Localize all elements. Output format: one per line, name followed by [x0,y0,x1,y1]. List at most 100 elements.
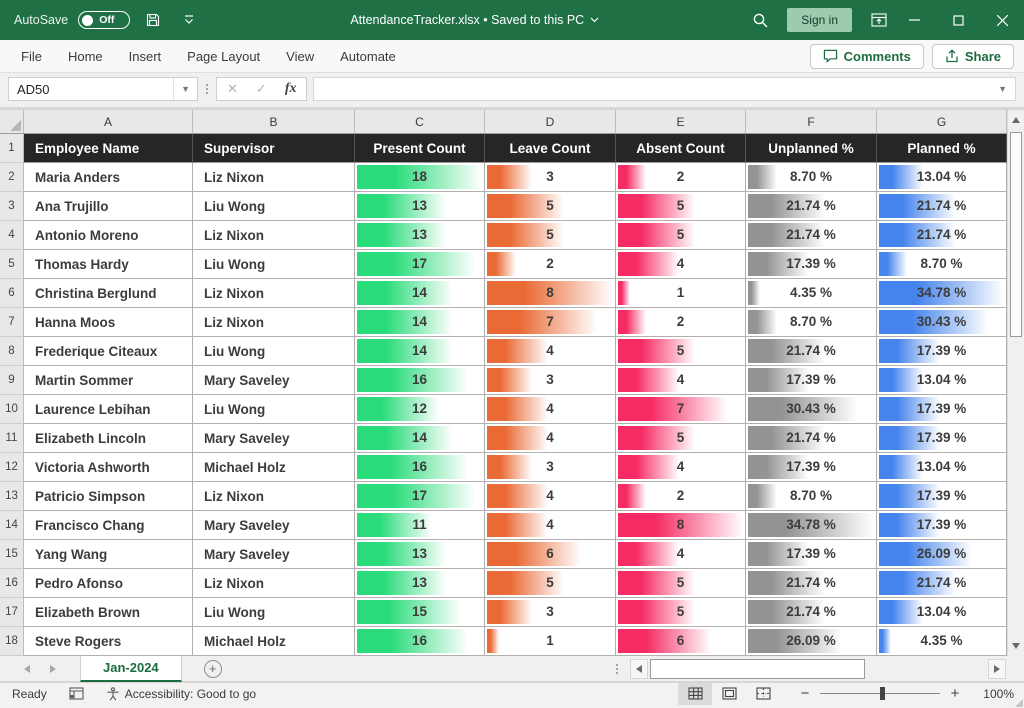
cell-leave[interactable]: 4 [485,482,616,511]
cell-employee-name[interactable]: Ana Trujillo [24,192,193,221]
cell-present[interactable]: 17 [355,482,485,511]
share-button[interactable]: Share [931,43,1014,69]
cell-unplanned[interactable]: 21.74 % [746,221,877,250]
ribbon-tab-insert[interactable]: Insert [128,48,162,64]
cell-employee-name[interactable]: Laurence Lebihan [24,395,193,424]
vertical-scrollbar[interactable] [1007,110,1024,656]
cell-absent[interactable]: 4 [616,453,746,482]
save-icon[interactable] [140,7,166,33]
cell-employee-name[interactable]: Steve Rogers [24,627,193,656]
cell-supervisor[interactable]: Michael Holz [193,627,355,656]
column-header-D[interactable]: D [485,110,616,133]
cell-employee-name[interactable]: Frederique Citeaux [24,337,193,366]
cell-unplanned[interactable]: 21.74 % [746,337,877,366]
column-header-G[interactable]: G [877,110,1007,133]
cell-absent[interactable]: 2 [616,482,746,511]
row-number-12[interactable]: 12 [0,453,24,482]
cell-supervisor[interactable]: Michael Holz [193,453,355,482]
cell-planned[interactable]: 8.70 % [877,250,1007,279]
cell-employee-name[interactable]: Hanna Moos [24,308,193,337]
cell-employee-name[interactable]: Maria Anders [24,163,193,192]
cell-planned[interactable]: 13.04 % [877,163,1007,192]
cell-unplanned[interactable]: 21.74 % [746,424,877,453]
cell-absent[interactable]: 1 [616,279,746,308]
scroll-left-button[interactable] [630,658,648,679]
row-number-17[interactable]: 17 [0,598,24,627]
column-header-A[interactable]: A [24,110,193,133]
horizontal-scroll-track[interactable] [648,658,988,679]
cell-unplanned[interactable]: 17.39 % [746,540,877,569]
resize-grip[interactable] [1015,699,1023,707]
cell-leave[interactable]: 4 [485,337,616,366]
cell-present[interactable]: 13 [355,540,485,569]
cell-employee-name[interactable]: Patricio Simpson [24,482,193,511]
sheet-nav-right-icon[interactable] [40,664,66,673]
cell-planned[interactable]: 17.39 % [877,395,1007,424]
name-box-dropdown-icon[interactable]: ▼ [173,78,197,100]
close-button[interactable] [980,0,1024,40]
quick-access-dropdown-icon[interactable] [176,7,202,33]
row-number-9[interactable]: 9 [0,366,24,395]
row-number-6[interactable]: 6 [0,279,24,308]
vertical-scroll-track[interactable] [1008,130,1024,636]
row-number-4[interactable]: 4 [0,221,24,250]
sheet-nav-left-icon[interactable] [14,664,40,673]
cell-leave[interactable]: 5 [485,221,616,250]
scroll-right-button[interactable] [988,658,1006,679]
cell-absent[interactable]: 2 [616,163,746,192]
autosave-toggle[interactable]: Off [78,11,131,29]
tab-scrollbar-splitter[interactable] [614,663,620,674]
sign-in-button[interactable]: Sign in [787,8,852,32]
zoom-out-button[interactable]: − [800,685,810,702]
cell-present[interactable]: 13 [355,569,485,598]
cell-employee-name[interactable]: Pedro Afonso [24,569,193,598]
cell-present[interactable]: 18 [355,163,485,192]
cell-absent[interactable]: 5 [616,337,746,366]
cell-present[interactable]: 16 [355,627,485,656]
cell-employee-name[interactable]: Francisco Chang [24,511,193,540]
cell-leave[interactable]: 4 [485,424,616,453]
cell-absent[interactable]: 4 [616,366,746,395]
cell-supervisor[interactable]: Liz Nixon [193,163,355,192]
cell-leave[interactable]: 3 [485,163,616,192]
comments-button[interactable]: Comments [809,43,924,69]
cell-planned[interactable]: 13.04 % [877,366,1007,395]
scroll-down-button[interactable] [1008,636,1024,656]
title-dropdown-icon[interactable] [590,17,599,23]
sheet-tab-jan-2024[interactable]: Jan-2024 [80,655,182,682]
cell-present[interactable]: 11 [355,511,485,540]
cell-leave[interactable]: 5 [485,569,616,598]
cell-planned[interactable]: 13.04 % [877,598,1007,627]
cell-absent[interactable]: 5 [616,424,746,453]
name-box[interactable]: AD50 ▼ [8,77,198,101]
cell-present[interactable]: 16 [355,366,485,395]
ribbon-display-options-icon[interactable] [866,7,892,33]
cell-planned[interactable]: 17.39 % [877,337,1007,366]
cell-present[interactable]: 15 [355,598,485,627]
cell-unplanned[interactable]: 21.74 % [746,192,877,221]
cell-planned[interactable]: 17.39 % [877,482,1007,511]
cell-planned[interactable]: 21.74 % [877,192,1007,221]
search-icon[interactable] [747,7,773,33]
normal-view-button[interactable] [678,682,712,705]
row-number-5[interactable]: 5 [0,250,24,279]
cell-planned[interactable]: 21.74 % [877,569,1007,598]
cell-supervisor[interactable]: Liz Nixon [193,279,355,308]
column-header-C[interactable]: C [355,110,485,133]
cell-planned[interactable]: 21.74 % [877,221,1007,250]
zoom-level[interactable]: 100% [983,686,1014,701]
enter-formula-icon[interactable]: ✓ [255,81,267,96]
cell-unplanned[interactable]: 8.70 % [746,482,877,511]
row-number-3[interactable]: 3 [0,192,24,221]
cell-planned[interactable]: 30.43 % [877,308,1007,337]
cell-planned[interactable]: 17.39 % [877,511,1007,540]
cell-unplanned[interactable]: 30.43 % [746,395,877,424]
cell-present[interactable]: 12 [355,395,485,424]
zoom-slider[interactable] [820,687,940,700]
cell-present[interactable]: 14 [355,308,485,337]
row-number-15[interactable]: 15 [0,540,24,569]
row-number-8[interactable]: 8 [0,337,24,366]
cell-leave[interactable]: 3 [485,453,616,482]
cell-present[interactable]: 13 [355,192,485,221]
ribbon-tab-automate[interactable]: Automate [340,48,396,64]
